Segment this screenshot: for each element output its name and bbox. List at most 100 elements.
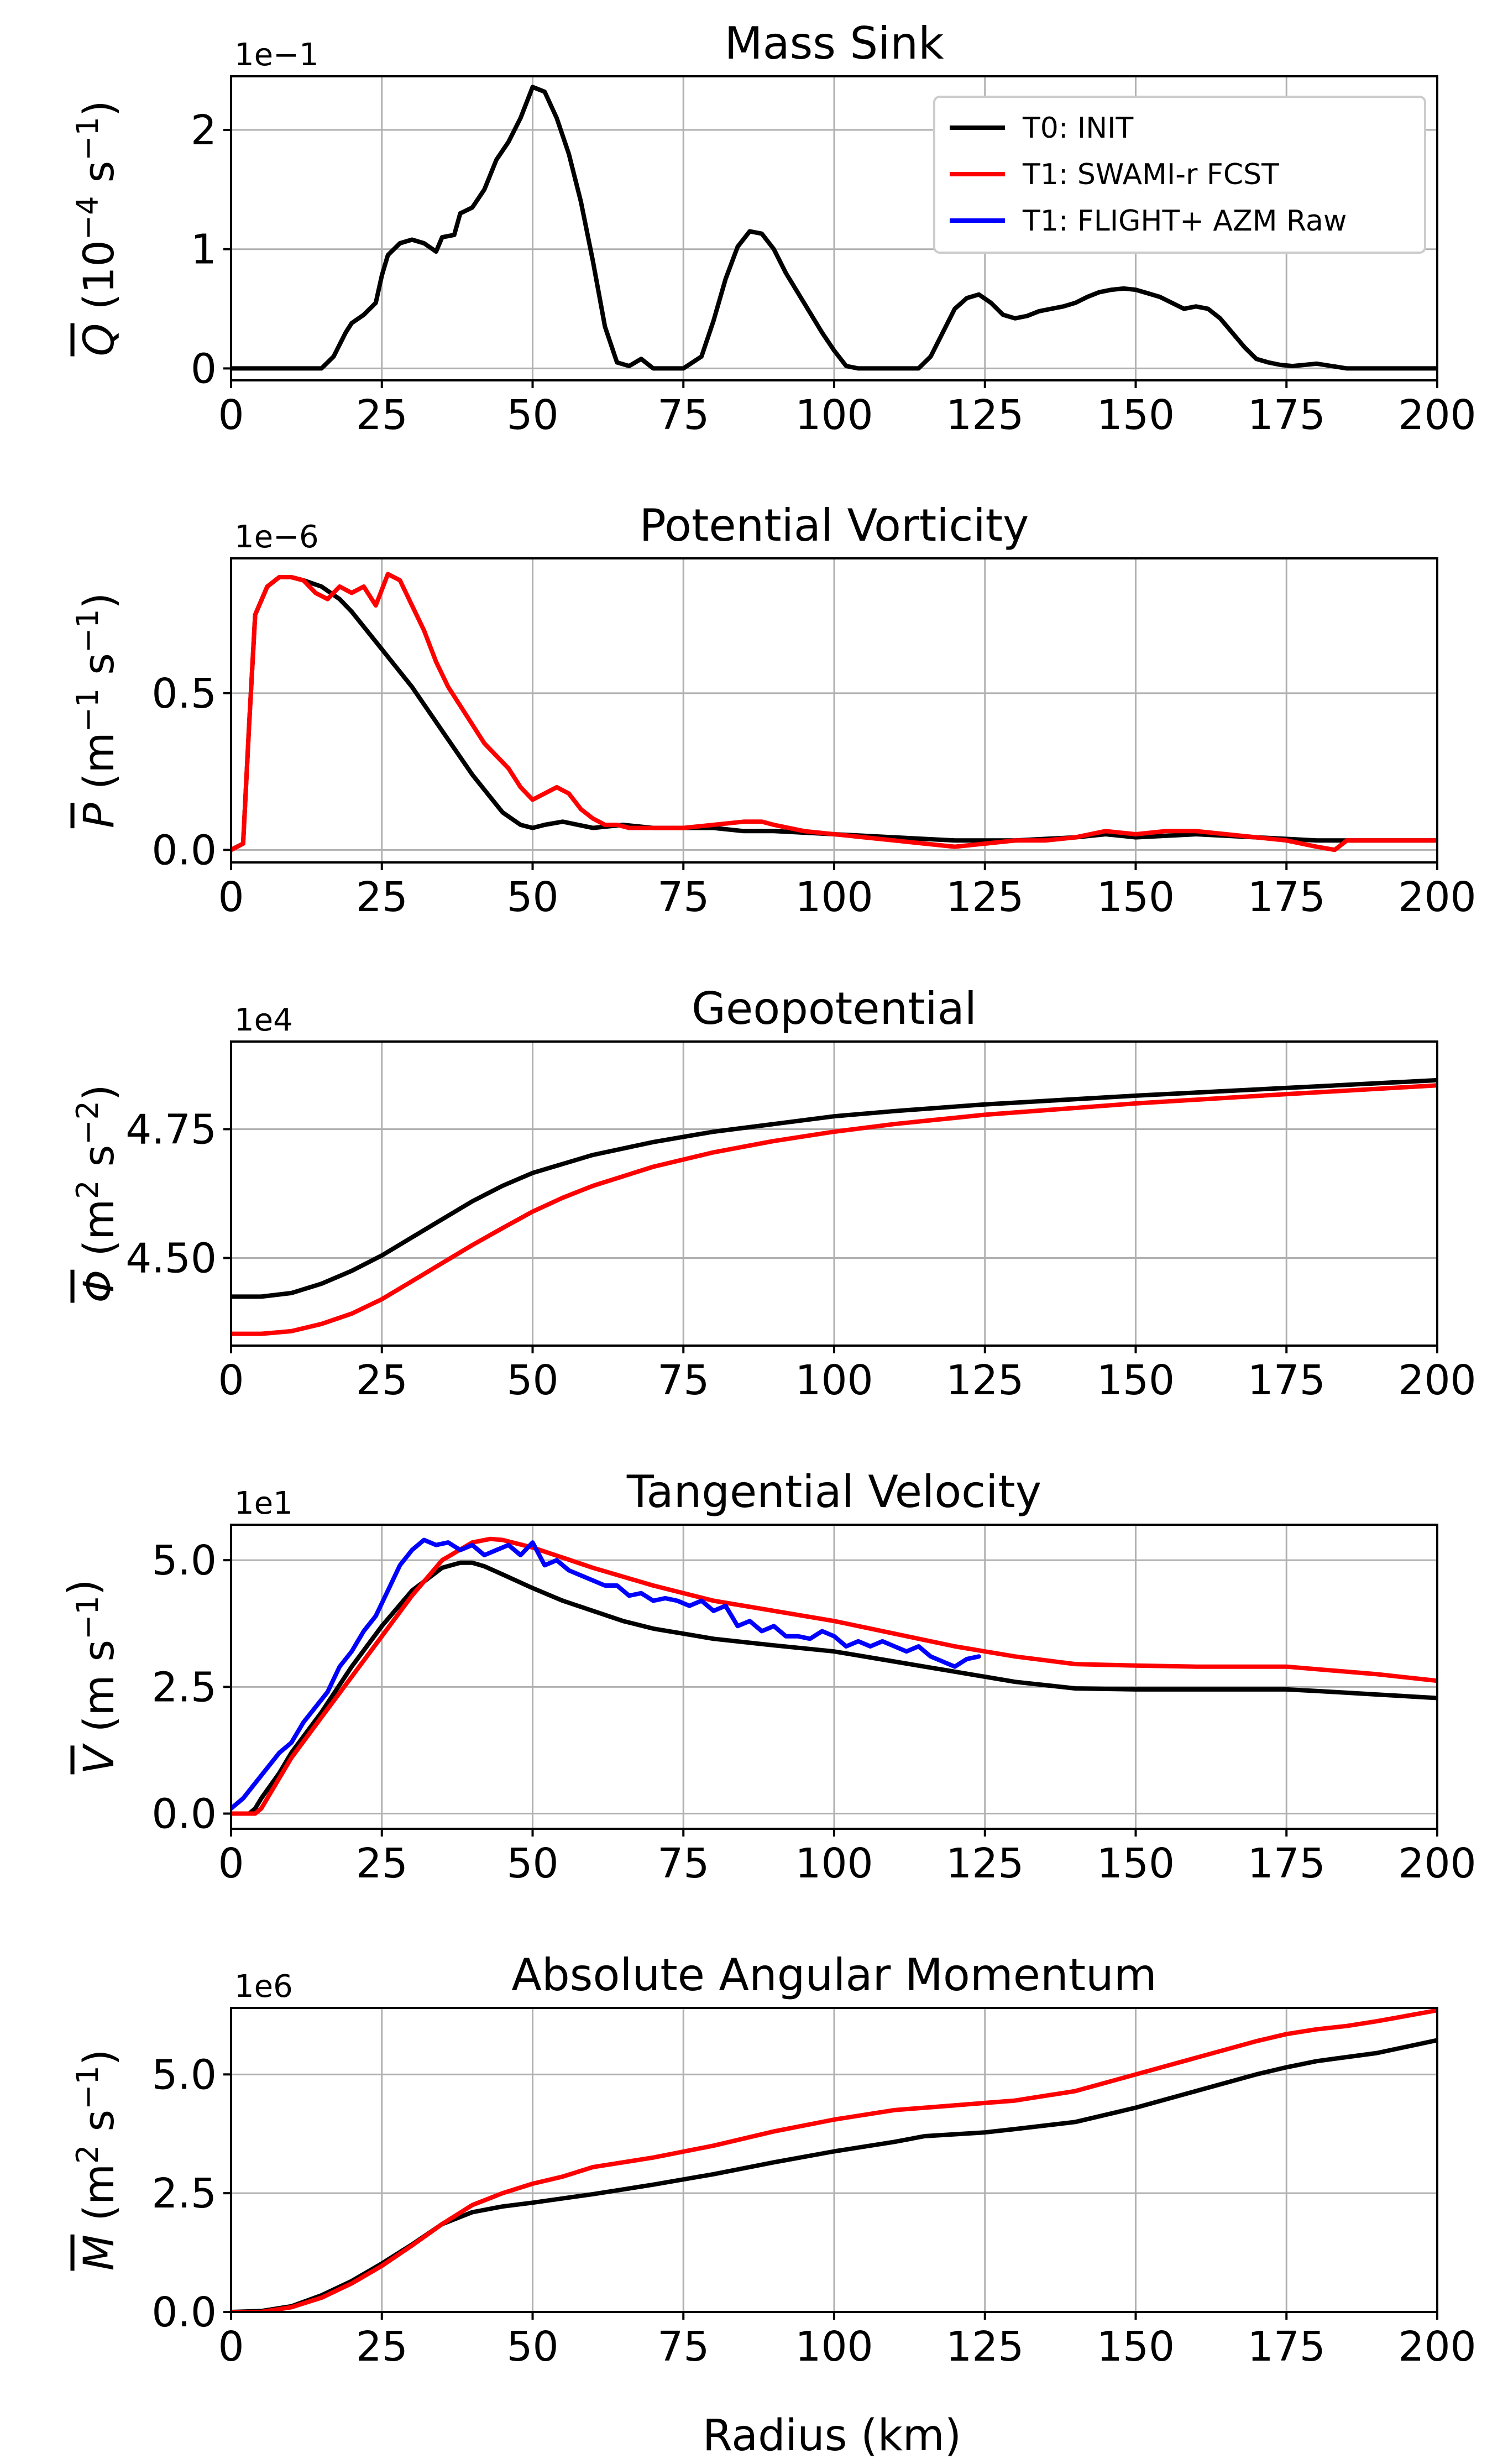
x-tick-label: 200: [1398, 873, 1476, 921]
y-axis-unit: (m: [74, 2164, 123, 2235]
x-tick-label: 25: [356, 2323, 408, 2371]
x-tick-label: 0: [218, 1840, 244, 1887]
x-tick-label: 150: [1097, 2323, 1175, 2371]
y-axis-symbol: Φ: [74, 1270, 123, 1303]
x-tick-label: 50: [506, 391, 558, 439]
y-tick-label: 0.0: [151, 2289, 217, 2336]
y-axis-unit: ): [59, 1579, 108, 1596]
x-tick-label: 50: [506, 2323, 558, 2371]
x-tick-label: 75: [657, 1357, 709, 1404]
y-axis-unit: (m s: [74, 1640, 123, 1746]
y-axis-unit: ): [74, 101, 123, 117]
y-axis-label: Φ (m2 s−2): [70, 1084, 123, 1302]
x-tick-label: 125: [946, 1357, 1024, 1404]
y-axis-unit: ): [74, 1084, 123, 1101]
x-tick-label: 125: [946, 391, 1024, 439]
x-tick-label: 125: [946, 1840, 1024, 1887]
panel-title: Geopotential: [692, 983, 977, 1034]
y-axis-unit-exponent: 2: [70, 2145, 105, 2164]
x-tick-label: 25: [356, 1357, 408, 1404]
y-tick-label: 1: [191, 226, 217, 274]
x-tick-label: 75: [657, 1840, 709, 1887]
series-line: [231, 2008, 1437, 2312]
x-tick-label: 75: [657, 873, 709, 921]
panel-3: 0 25 50 75 100 125 150 175 200 4.50 4.75 Geopotenti…: [70, 983, 1476, 1404]
legend-box: [933, 96, 1426, 254]
x-tick-label: 175: [1248, 873, 1326, 921]
y-axis-unit-exponent: −4: [70, 196, 105, 240]
y-axis-unit: (10: [74, 240, 123, 323]
x-tick-label: 150: [1097, 1840, 1175, 1887]
series-line: [231, 572, 1437, 852]
y-axis-unit-exponent: −1: [70, 2065, 105, 2110]
panel-title: Tangential Velocity: [626, 1466, 1041, 1518]
x-tick-label: 0: [218, 391, 244, 439]
panel-title: Mass Sink: [725, 18, 945, 69]
y-axis-unit: (m: [74, 732, 123, 803]
y-axis-unit-exponent: −1: [70, 609, 105, 653]
x-tick-label: 25: [356, 391, 408, 439]
x-tick-label: 75: [657, 391, 709, 439]
y-tick-label: 0.0: [151, 826, 217, 874]
x-tick-label: 125: [946, 873, 1024, 921]
x-tick-label: 175: [1248, 2323, 1326, 2371]
y-axis-unit: ): [74, 2049, 123, 2066]
x-tick-label: 100: [795, 391, 873, 439]
y-axis-unit: s: [74, 2110, 123, 2145]
y-tick-label: 4.50: [125, 1235, 217, 1283]
y-tick-label: 5.0: [151, 2051, 217, 2099]
axis-multiplier: 1e−6: [234, 519, 319, 555]
y-axis-label: M (m2 s−1): [70, 2049, 123, 2271]
panel-4: 0 25 50 75 100 125 150 175 200 0.0 2.5 5.0 Tangentia…: [59, 1466, 1476, 1887]
x-tick-label: 50: [506, 873, 558, 921]
series-line: [231, 85, 1437, 371]
y-tick-label: 2.5: [151, 2170, 217, 2217]
y-tick-label: 2: [191, 107, 217, 154]
x-tick-label: 200: [1398, 2323, 1476, 2371]
y-axis-symbol: M: [74, 2235, 123, 2271]
axis-multiplier: 1e−1: [234, 37, 319, 73]
x-tick-label: 100: [795, 873, 873, 921]
y-axis-unit: s: [74, 1145, 123, 1180]
x-tick-label: 0: [218, 873, 244, 921]
y-tick-label: 0.5: [151, 670, 217, 718]
x-tick-label: 200: [1398, 1840, 1476, 1887]
y-axis-symbol: Q: [74, 323, 123, 357]
y-axis-unit-exponent: −1: [70, 117, 105, 161]
x-tick-label: 25: [356, 1840, 408, 1887]
x-tick-label: 0: [218, 2323, 244, 2371]
legend: T0: INIT T1: SWAMI-r FCST T1: FLIGHT+ AZM …: [933, 96, 1426, 254]
y-axis-symbol: V: [74, 1743, 123, 1774]
panel-5: 0 25 50 75 100 125 150 175 200 0.0 2.5 5.0 Absolute …: [70, 1949, 1476, 2371]
y-tick-label: 4.75: [125, 1106, 217, 1153]
x-tick-label: 125: [946, 2323, 1024, 2371]
legend-label: T0: INIT: [1022, 112, 1133, 145]
axis-multiplier: 1e6: [234, 1969, 293, 2005]
y-axis-label: Q (10−4 s−1): [70, 101, 123, 357]
panel-title: Potential Vorticity: [640, 500, 1029, 551]
y-tick-label: 0: [191, 345, 217, 393]
y-axis-label: P (m−1 s−1): [70, 593, 123, 828]
y-axis-unit: ): [74, 593, 123, 609]
legend-label: T1: FLIGHT+ AZM Raw: [1022, 205, 1347, 238]
x-tick-label: 150: [1097, 1357, 1175, 1404]
series-line: [231, 1077, 1437, 1299]
y-axis-unit-exponent: 2: [70, 1180, 105, 1199]
panel-2: 0 25 50 75 100 125 150 175 200 0.0 0.5 Potential Vo…: [70, 500, 1476, 921]
y-axis-unit-exponent: −1: [70, 688, 105, 733]
y-axis-unit: s: [74, 161, 123, 196]
y-axis-unit: s: [74, 653, 123, 688]
x-tick-label: 150: [1097, 873, 1175, 921]
x-tick-label: 175: [1248, 391, 1326, 439]
x-tick-label: 25: [356, 873, 408, 921]
x-tick-label: 175: [1248, 1357, 1326, 1404]
y-axis-unit-exponent: −1: [70, 1595, 105, 1640]
y-tick-label: 0.0: [151, 1791, 217, 1838]
x-tick-label: 100: [795, 1357, 873, 1404]
legend-label: T1: SWAMI-r FCST: [1022, 158, 1279, 191]
panel-title: Absolute Angular Momentum: [511, 1949, 1156, 2001]
axis-multiplier: 1e4: [234, 1002, 293, 1038]
axis-multiplier: 1e1: [234, 1485, 293, 1521]
panel-1: 0 25 50 75 100 125 150 175 200 0 1 2 Mass Sink 1e−1 Q …: [70, 18, 1476, 439]
